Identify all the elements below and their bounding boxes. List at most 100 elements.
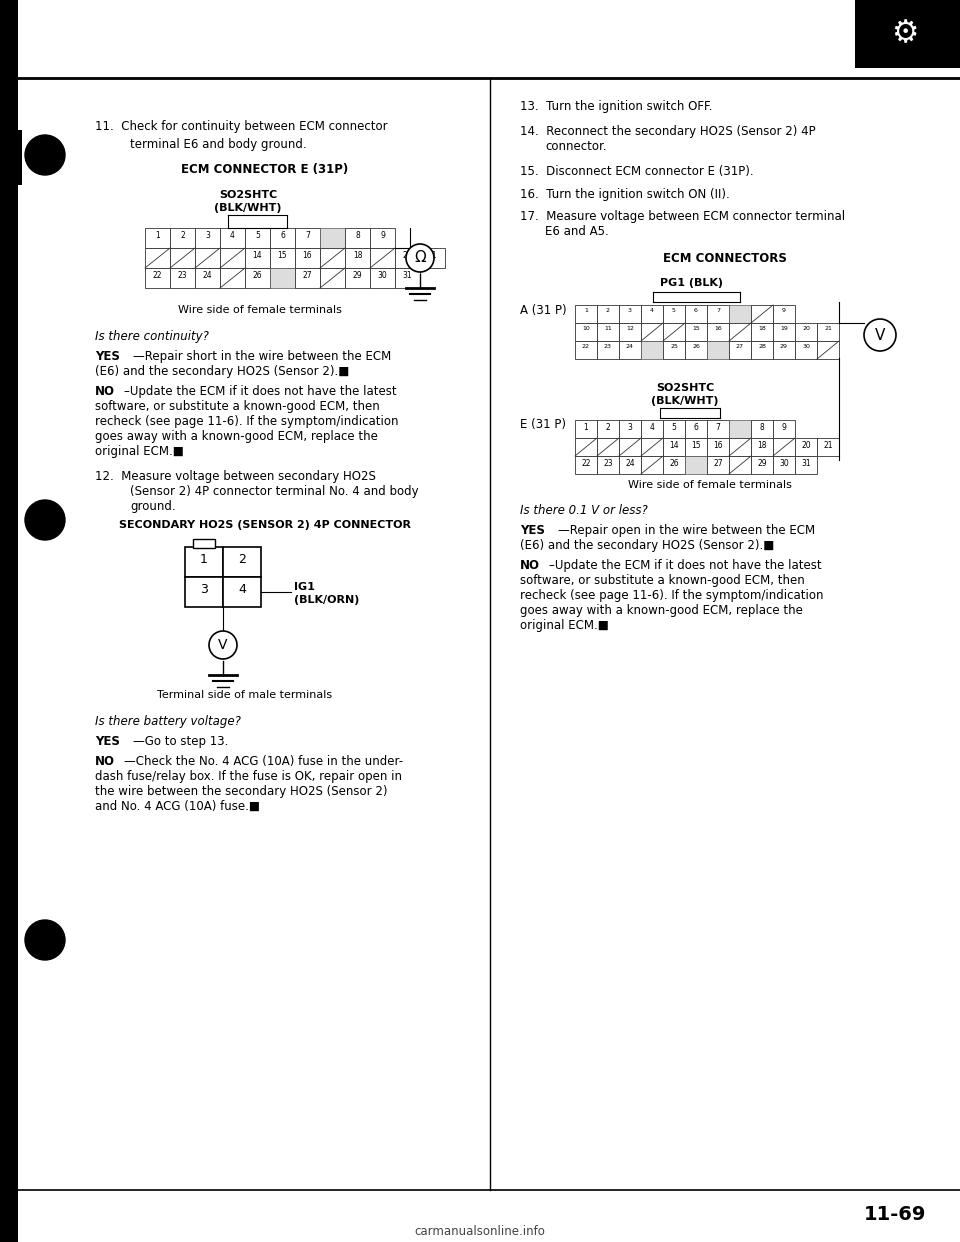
Bar (597, 306, 619, 323)
Text: E (31 P): E (31 P) (520, 419, 566, 431)
Bar (817, 323, 839, 342)
Bar (685, 342, 707, 359)
Bar (707, 456, 729, 474)
Text: 29: 29 (352, 271, 362, 279)
Bar (773, 438, 795, 456)
Text: 3: 3 (200, 582, 208, 596)
Text: Is there battery voltage?: Is there battery voltage? (95, 715, 241, 728)
Text: —Go to step 13.: —Go to step 13. (133, 735, 228, 748)
Bar (170, 229, 195, 248)
Text: 20: 20 (802, 325, 810, 332)
Bar (195, 229, 220, 248)
Bar (270, 229, 295, 248)
Text: carmanualsonline.info: carmanualsonline.info (415, 1225, 545, 1238)
Bar (751, 342, 773, 359)
Bar (223, 578, 261, 607)
Bar (729, 342, 751, 359)
Text: 19: 19 (780, 325, 788, 332)
Bar (729, 323, 751, 342)
Text: 25: 25 (670, 344, 678, 349)
Text: 5: 5 (255, 231, 260, 240)
Bar (619, 420, 641, 438)
Text: 2: 2 (606, 424, 611, 432)
Text: goes away with a known-good ECM, replace the: goes away with a known-good ECM, replace… (520, 604, 803, 617)
Text: YES: YES (95, 350, 120, 363)
Bar (185, 578, 223, 607)
Bar (685, 456, 707, 474)
Bar (773, 323, 795, 342)
Text: 24: 24 (203, 271, 212, 279)
Bar (795, 342, 817, 359)
Text: 5: 5 (672, 308, 676, 313)
Bar (345, 268, 370, 288)
Text: ECM CONNECTORS: ECM CONNECTORS (663, 252, 787, 265)
Bar (345, 229, 370, 248)
Circle shape (25, 135, 65, 175)
Bar (641, 438, 663, 456)
Text: 26: 26 (669, 460, 679, 468)
Text: 2: 2 (180, 231, 185, 240)
Text: NO: NO (95, 385, 115, 397)
Text: 30: 30 (802, 344, 810, 349)
Bar (395, 268, 420, 288)
Bar (685, 438, 707, 456)
Bar (855, 0, 960, 68)
Text: ⚙: ⚙ (891, 20, 919, 48)
Text: 11: 11 (604, 325, 612, 332)
Text: 11-69: 11-69 (864, 1205, 926, 1225)
Text: 4: 4 (238, 582, 246, 596)
Bar (641, 323, 663, 342)
Text: 23: 23 (178, 271, 187, 279)
Text: 15.  Disconnect ECM connector E (31P).: 15. Disconnect ECM connector E (31P). (520, 165, 754, 178)
Text: 29: 29 (780, 344, 788, 349)
Bar (597, 456, 619, 474)
Text: 14: 14 (669, 441, 679, 450)
Text: 27: 27 (713, 460, 723, 468)
Text: Wire side of female terminals: Wire side of female terminals (628, 479, 792, 491)
Text: 22: 22 (153, 271, 162, 279)
Bar (685, 306, 707, 323)
Text: 21: 21 (824, 325, 832, 332)
Bar (320, 248, 345, 268)
Text: 7: 7 (715, 424, 720, 432)
Text: connector.: connector. (545, 140, 607, 153)
Text: –Update the ECM if it does not have the latest: –Update the ECM if it does not have the … (549, 559, 822, 573)
Bar (295, 248, 320, 268)
Bar (663, 420, 685, 438)
Bar (685, 323, 707, 342)
Text: original ECM.■: original ECM.■ (95, 445, 184, 458)
Bar (145, 248, 170, 268)
Bar (370, 268, 395, 288)
Bar (817, 438, 839, 456)
Text: (BLK/WHT): (BLK/WHT) (651, 396, 719, 406)
Bar (575, 420, 597, 438)
Text: (E6) and the secondary HO2S (Sensor 2).■: (E6) and the secondary HO2S (Sensor 2).■ (95, 365, 349, 378)
Bar (795, 438, 817, 456)
Bar (641, 456, 663, 474)
Circle shape (25, 920, 65, 960)
Text: 14: 14 (252, 251, 262, 260)
Text: 23: 23 (604, 344, 612, 349)
Bar (619, 306, 641, 323)
Text: 7: 7 (716, 308, 720, 313)
Bar (395, 248, 420, 268)
Bar (707, 420, 729, 438)
Bar (270, 268, 295, 288)
Text: 22: 22 (581, 460, 590, 468)
Bar (597, 342, 619, 359)
Bar (795, 323, 817, 342)
Bar (817, 342, 839, 359)
Bar (751, 306, 773, 323)
Bar (420, 248, 445, 268)
Text: recheck (see page 11-6). If the symptom/indication: recheck (see page 11-6). If the symptom/… (95, 415, 398, 428)
Bar (220, 268, 245, 288)
Text: Wire side of female terminals: Wire side of female terminals (178, 306, 342, 315)
Text: 6: 6 (693, 424, 699, 432)
Text: and No. 4 ACG (10A) fuse.■: and No. 4 ACG (10A) fuse.■ (95, 800, 260, 814)
Text: 30: 30 (780, 460, 789, 468)
Text: 9: 9 (781, 424, 786, 432)
Bar (773, 342, 795, 359)
Text: 17.  Measure voltage between ECM connector terminal: 17. Measure voltage between ECM connecto… (520, 210, 845, 224)
Text: dash fuse/relay box. If the fuse is OK, repair open in: dash fuse/relay box. If the fuse is OK, … (95, 770, 402, 782)
Text: E6 and A5.: E6 and A5. (545, 225, 609, 238)
